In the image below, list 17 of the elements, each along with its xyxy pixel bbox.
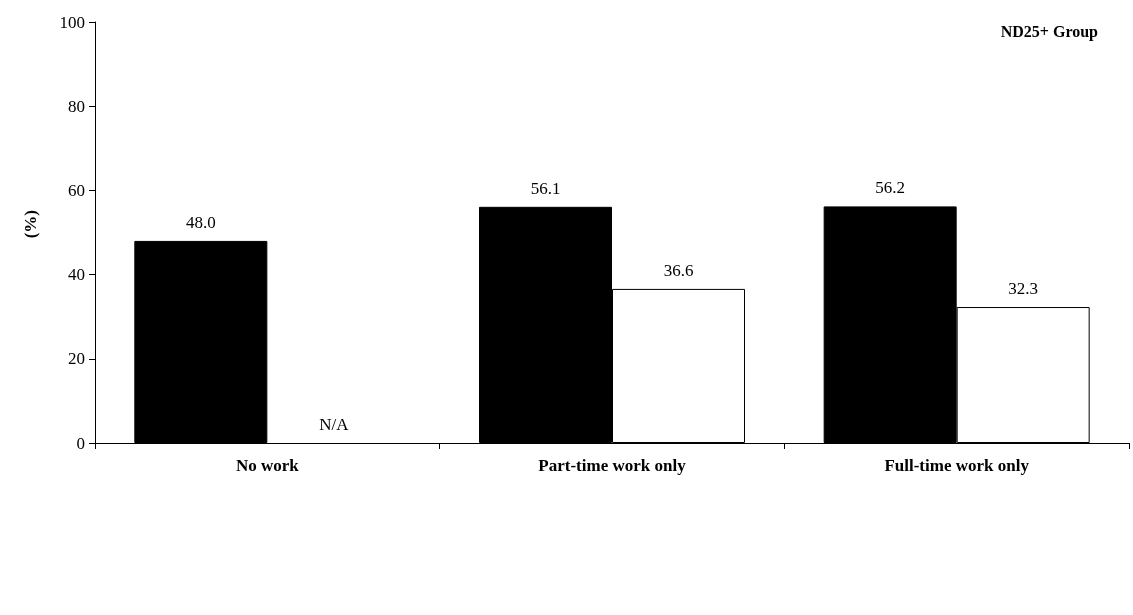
- data-label: 56.2: [875, 178, 906, 198]
- y-axis-title: (%): [21, 209, 40, 239]
- data-label: 32.3: [1008, 279, 1039, 299]
- data-label: 36.6: [663, 260, 694, 280]
- x-tick-label: Full-time work only: [884, 456, 1030, 475]
- x-tick-label: No work: [235, 456, 300, 475]
- y-tick-label: 60: [68, 180, 85, 200]
- chart-title: ND25+ Group: [1000, 22, 1099, 41]
- y-tick-label: 100: [59, 12, 85, 32]
- y-tick-label: 80: [68, 96, 85, 116]
- y-tick-label: 20: [68, 349, 85, 369]
- y-tick-label: 40: [68, 265, 85, 285]
- y-tick-label: 0: [76, 433, 85, 453]
- x-tick-label: Part-time work only: [538, 456, 687, 475]
- text: N/A: [319, 415, 349, 434]
- data-label: 48.0: [185, 212, 216, 232]
- data-label: 56.1: [530, 178, 561, 198]
